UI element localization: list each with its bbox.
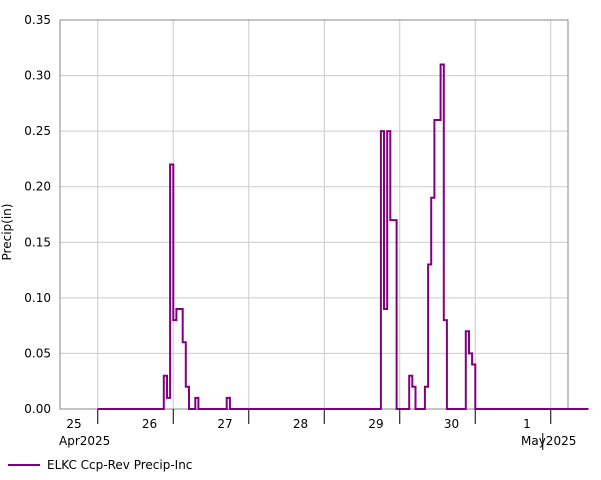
- x-tick-label: 25: [66, 417, 81, 431]
- x-axis-ticks: 25 26 27 28 29 30 1 Apr2025 May2025: [59, 409, 576, 450]
- x-tick-label: 26: [142, 417, 157, 431]
- x-tick-label: 30: [444, 417, 459, 431]
- x-tick-label: 27: [217, 417, 232, 431]
- x-month-label: Apr2025: [59, 434, 110, 448]
- x-tick-label: 1: [523, 417, 531, 431]
- legend-label: ELKC Ccp-Rev Precip-Inc: [47, 458, 192, 472]
- x-tick-label: 28: [293, 417, 308, 431]
- y-axis-ticks: 0.00 0.05 0.10 0.15 0.20 0.25 0.30 0.35: [24, 13, 51, 416]
- y-tick-label: 0.30: [24, 69, 51, 83]
- y-tick-label: 0.00: [24, 402, 51, 416]
- x-tick-label: 29: [368, 417, 383, 431]
- y-tick-label: 0.15: [24, 235, 51, 249]
- y-tick-label: 0.35: [24, 13, 51, 27]
- y-tick-label: 0.20: [24, 180, 51, 194]
- grid-lines: [60, 19, 568, 410]
- y-tick-label: 0.10: [24, 291, 51, 305]
- x-month-label: May2025: [521, 434, 576, 448]
- y-tick-label: 0.05: [24, 346, 51, 360]
- y-tick-label: 0.25: [24, 124, 51, 138]
- series-line-elkc: [97, 63, 589, 410]
- y-axis-label: Precip(in): [0, 204, 14, 261]
- plot-frame: [59, 19, 569, 410]
